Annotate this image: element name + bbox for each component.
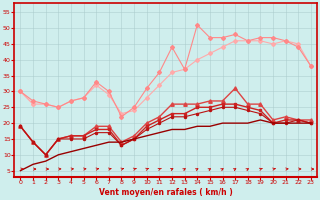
X-axis label: Vent moyen/en rafales ( km/h ): Vent moyen/en rafales ( km/h ) [99,188,233,197]
